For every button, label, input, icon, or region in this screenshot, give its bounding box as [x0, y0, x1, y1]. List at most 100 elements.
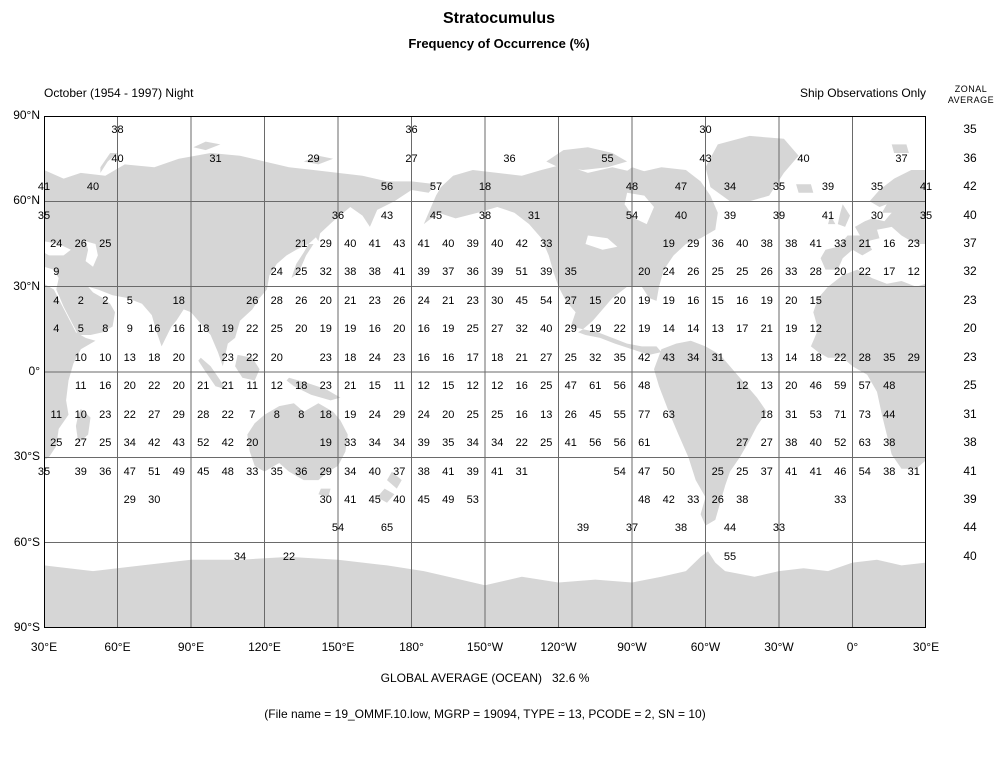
grid-cell-value: 56 [613, 380, 626, 393]
grid-cell-value: 33 [540, 238, 553, 250]
grid-cell-value: 22 [246, 351, 259, 364]
lat-tick-label: 30°N [13, 278, 40, 293]
grid-cell-value: 26 [393, 294, 406, 307]
grid-cell-value: 21 [197, 380, 210, 393]
grid-cell-value: 37 [760, 465, 773, 478]
grid-cell-value: 21 [442, 294, 455, 307]
grid-cell-value: 12 [466, 380, 479, 393]
grid-cell-value: 20 [123, 380, 136, 393]
grid-cell-value: 50 [662, 465, 675, 478]
grid-cell-value: 77 [638, 408, 651, 421]
lat-tick-label: 90°S [13, 620, 40, 634]
grid-cell-value: 16 [99, 380, 112, 393]
grid-cell-value: 16 [442, 351, 455, 364]
zonal-average-value: 31 [963, 406, 977, 421]
grid-cell-value: 10 [99, 351, 112, 364]
grid-cell-value: 23 [466, 294, 479, 307]
grid-cell-value: 56 [380, 181, 394, 194]
grid-cell-value: 49 [172, 465, 185, 478]
map-area: 38 36 30 40 31 29 27 36 55 43 40 37 41 40 56 57 18 48 47 34… [38, 116, 932, 628]
grid-cell-value: 23 [907, 238, 920, 250]
grid-cell-value: 22 [834, 351, 847, 364]
grid-cell-value: 21 [344, 380, 357, 393]
grid-cell-value: 38 [785, 238, 798, 250]
grid-cell-value: 18 [344, 351, 357, 364]
grid-cell-value: 25 [99, 437, 112, 450]
grid-cell-value: 42 [221, 437, 234, 450]
grid-cell-value: 28 [809, 266, 822, 279]
grid-cell-value: 12 [270, 380, 283, 393]
grid-cell-value: 25 [50, 437, 63, 450]
grid-cell-value: 17 [466, 351, 479, 364]
grid-cell-value: 35 [37, 465, 51, 478]
grid-cell-value: 38 [417, 465, 430, 478]
grid-cell-value: 16 [883, 238, 896, 250]
grid-cell-value: 31 [785, 408, 798, 421]
grid-cell-value: 32 [319, 266, 332, 279]
grid-cell-value: 15 [442, 380, 455, 393]
grid-cell-value: 16 [417, 351, 430, 364]
grid-values-layer: 38 36 30 40 31 29 27 36 55 43 40 37 41 40 56 57 18 48 47 34… [38, 116, 932, 628]
grid-cell-value: 13 [760, 351, 773, 364]
grid-cell-value: 34 [368, 437, 381, 450]
zonal-header-line2: AVERAGE [947, 95, 995, 105]
grid-cell-value: 26 [564, 408, 577, 421]
grid-cell-value: 35 [870, 181, 884, 194]
grid-cell-value: 29 [687, 238, 700, 250]
grid-cell-value: 25 [466, 323, 479, 336]
grid-cell-value: 15 [368, 380, 381, 393]
grid-cell-value: 12 [491, 380, 504, 393]
zonal-average-value: 36 [963, 150, 977, 165]
grid-cell-value: 47 [638, 465, 651, 478]
lon-tick-label: 30°E [30, 640, 58, 654]
grid-cell-value: 18 [148, 351, 161, 364]
grid-cell-value: 25 [270, 323, 283, 336]
grid-cell-value: 18 [491, 351, 504, 364]
grid-cell-value: 40 [111, 152, 124, 165]
grid-cell-value: 26 [246, 294, 259, 307]
grid-cell-value: 31 [515, 465, 528, 478]
grid-cell-value: 7 [249, 408, 256, 421]
grid-cell-value: 26 [760, 266, 773, 279]
source-label: Ship Observations Only [799, 86, 926, 100]
grid-cell-value: 10 [74, 408, 87, 421]
lon-tick-label: 120°E [248, 640, 281, 654]
grid-cell-value: 25 [711, 266, 724, 279]
grid-cell-value: 71 [834, 408, 847, 421]
grid-cell-value: 21 [344, 294, 357, 307]
graticule [44, 116, 926, 628]
grid-cell-value: 22 [123, 408, 136, 421]
grid-cell-value: 12 [417, 380, 430, 393]
lon-tick-label: 90°W [617, 640, 647, 654]
grid-cell-value: 16 [368, 323, 381, 336]
grid-cell-value: 9 [126, 323, 133, 336]
grid-cell-value: 10 [74, 351, 87, 364]
grid-cell-value: 19 [319, 437, 332, 450]
grid-cell-value: 19 [319, 323, 332, 336]
zonal-average-value: 40 [963, 207, 977, 222]
grid-cell-value: 18 [809, 351, 822, 364]
grid-cell-value: 25 [99, 238, 112, 250]
grid-cell-value: 39 [491, 266, 504, 279]
grid-cell-value: 25 [564, 351, 577, 364]
grid-cell-value: 48 [883, 380, 896, 393]
grid-cell-value: 38 [883, 465, 896, 478]
grid-cell-value: 36 [331, 209, 345, 222]
grid-cell-value: 35 [270, 465, 283, 478]
grid-cell-value: 42 [662, 494, 675, 506]
grid-cell-value: 18 [172, 294, 185, 307]
grid-cell-value: 28 [197, 408, 210, 421]
grid-cell-value: 29 [907, 351, 920, 364]
grid-cell-value: 17 [883, 266, 896, 279]
grid-cell-value: 40 [674, 209, 688, 222]
grid-cell-value: 42 [515, 238, 528, 250]
grid-cell-value: 34 [393, 437, 406, 450]
grid-cell-value: 36 [711, 238, 724, 250]
grid-cell-value: 15 [589, 294, 602, 307]
grid-cell-value: 39 [466, 238, 479, 250]
lon-tick-label: 0° [846, 640, 859, 654]
grid-cell-value: 33 [785, 266, 798, 279]
grid-cell-value: 27 [564, 294, 577, 307]
lon-tick-label: 120°W [540, 640, 577, 654]
grid-cell-value: 22 [282, 550, 296, 563]
